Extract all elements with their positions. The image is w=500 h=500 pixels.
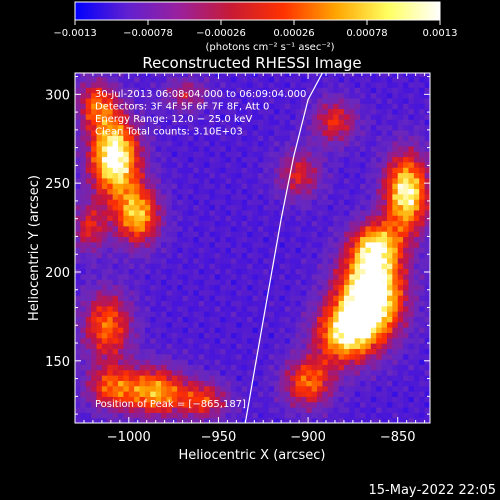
info-line: Clean Total counts: 3.10E+03 xyxy=(95,127,243,138)
info-line: Energy Range: 12.0 − 25.0 keV xyxy=(95,114,252,125)
y-tick-label: 150 xyxy=(45,355,70,370)
x-tick-label: −900 xyxy=(290,430,326,445)
colorbar-units: (photons cm⁻² s⁻¹ asec⁻²) xyxy=(205,42,334,53)
solar-limb-curve xyxy=(244,73,323,423)
y-tick-label: 300 xyxy=(45,88,70,103)
peak-position-label: Position of Peak = [−865,187] xyxy=(95,399,246,410)
colorbar-tick-labels: −0.0013 −0.00078 −0.00026 0.00026 0.00078 0.0… xyxy=(53,28,457,39)
heatmap-image xyxy=(75,73,430,423)
info-line: Detectors: 3F 4F 5F 6F 7F 8F, Att 0 xyxy=(95,102,269,113)
plot-frame xyxy=(74,72,431,424)
render-timestamp: 15‑May‑2022 22:05 xyxy=(369,483,496,498)
y-tick-label: 200 xyxy=(45,266,70,281)
y-axis-tick-labels: 150 200 250 300 xyxy=(45,88,70,369)
x-axis-label: Heliocentric X (arcsec) xyxy=(179,448,326,463)
y-tick-label: 250 xyxy=(45,177,70,192)
colorbar-tick-label: 0.0013 xyxy=(423,28,458,39)
y-axis-ticks xyxy=(75,76,430,415)
x-tick-label: −850 xyxy=(380,430,416,445)
colorbar-tick-label: 0.00026 xyxy=(273,28,314,39)
y-axis-label: Heliocentric Y (arcsec) xyxy=(27,175,42,321)
observation-info: 30‑Jul‑2013 06:08:04.000 to 06:09:04.000… xyxy=(95,89,306,138)
colorbar-tick-label: −0.00026 xyxy=(196,28,246,39)
colorbar xyxy=(74,1,441,21)
x-tick-label: −950 xyxy=(201,430,237,445)
colorbar-ticks xyxy=(74,20,441,25)
x-axis-ticks xyxy=(83,73,426,423)
colorbar-tick-label: −0.00078 xyxy=(123,28,173,39)
chart-title: Reconstructed RHESSI Image xyxy=(142,54,361,72)
x-tick-label: −1000 xyxy=(107,430,151,445)
colorbar-tick-label: −0.0013 xyxy=(53,28,96,39)
x-axis-tick-labels: −1000 −950 −900 −850 xyxy=(107,430,416,445)
info-line: 30‑Jul‑2013 06:08:04.000 to 06:09:04.000 xyxy=(95,89,306,100)
colorbar-tick-label: 0.00078 xyxy=(346,28,387,39)
